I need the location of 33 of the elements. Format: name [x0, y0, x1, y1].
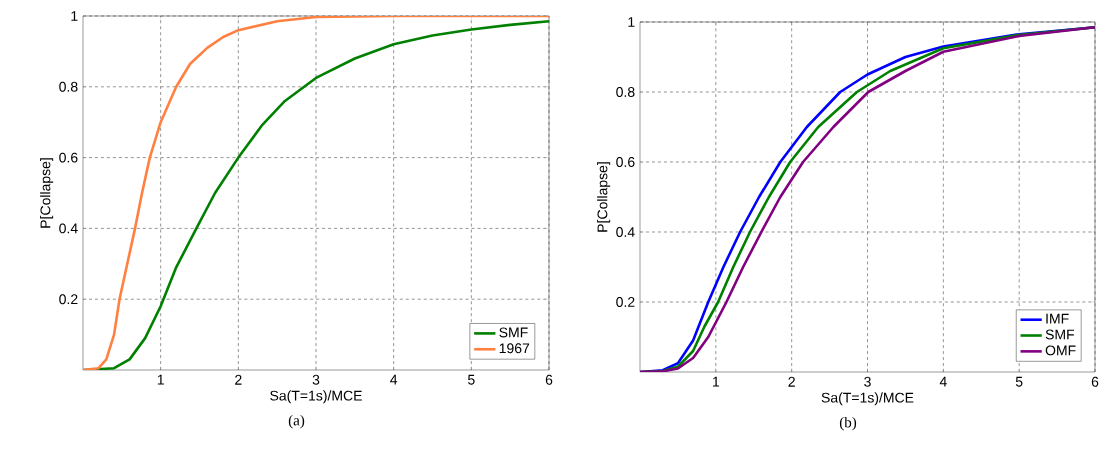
y-tick-label: 0.2: [616, 297, 635, 307]
y-tick-label: 0.4: [59, 223, 78, 234]
x-tick-label: 5: [468, 374, 475, 385]
legend-label: SMF: [499, 327, 528, 338]
x-tick-label: 6: [1091, 376, 1099, 387]
x-axis-title: Sa(T=1s)/MCE: [270, 390, 362, 404]
x-tick-label: 5: [1015, 376, 1023, 387]
y-tick-label: 0.8: [616, 87, 635, 97]
x-tick-label: 1: [713, 376, 720, 387]
y-axis-title: P[Collapse]: [40, 158, 54, 228]
y-tick-label: 0.4: [616, 227, 635, 237]
text: (b): [839, 416, 857, 431]
x-tick-label: 3: [312, 374, 320, 385]
x-axis-title: Sa(T=1s)/MCE: [821, 392, 914, 406]
x-tick-label: 6: [545, 374, 553, 385]
legend-label: IMF: [1046, 313, 1069, 324]
y-tick-label: 0.8: [59, 81, 78, 92]
y-tick-label: 1: [628, 17, 635, 27]
y-axis-title: P[Collapse]: [597, 162, 611, 232]
y-tick-label: 0.6: [59, 152, 78, 163]
x-tick-label: 3: [864, 376, 871, 387]
x-tick-label: 2: [788, 376, 795, 387]
x-tick-label: 4: [390, 374, 398, 385]
legend-label: SMF: [1045, 329, 1075, 340]
legend-label: 1967: [499, 343, 530, 354]
x-tick-label: 1: [157, 374, 164, 385]
legend-label: OMF: [1045, 345, 1076, 356]
y-tick-label: 0.2: [59, 294, 78, 305]
y-tick-label: 0.6: [616, 157, 635, 167]
x-tick-label: 2: [235, 374, 242, 385]
x-tick-label: 4: [939, 376, 947, 387]
y-tick-label: 1: [71, 11, 78, 21]
text: (a): [288, 414, 305, 429]
